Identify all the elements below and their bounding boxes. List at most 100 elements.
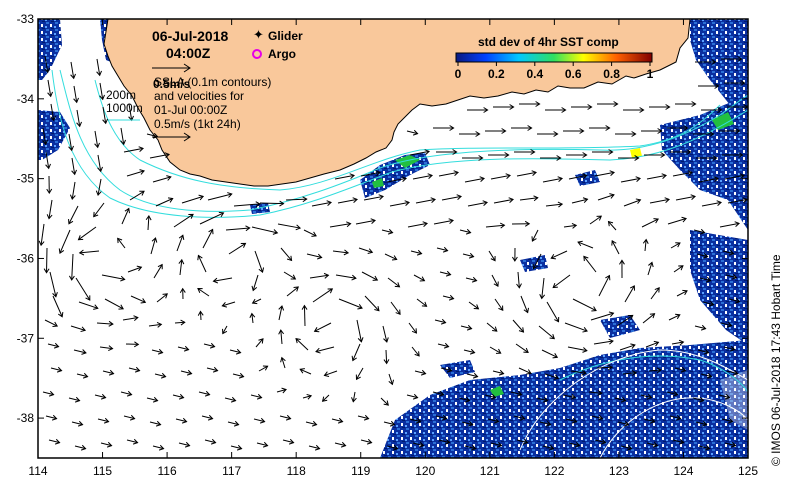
- velocity-vector: [198, 391, 210, 396]
- velocity-vector-head: [522, 438, 529, 445]
- velocity-vector: [484, 394, 496, 399]
- velocity-vector: [676, 290, 688, 297]
- x-tick-label: 119: [351, 464, 370, 478]
- velocity-vector-head: [600, 438, 607, 445]
- glider-label: Glider: [268, 29, 303, 43]
- velocity-vector: [650, 287, 660, 300]
- y-tick-label: -36: [17, 251, 35, 265]
- velocity-vector-head: [742, 197, 748, 203]
- velocity-vector: [68, 397, 80, 402]
- velocity-vector-head: [288, 438, 295, 445]
- velocity-vector-head: [68, 145, 74, 152]
- colorbar-tick-label: 0.2: [488, 67, 505, 81]
- velocity-vector-head: [140, 298, 147, 304]
- velocity-vector: [594, 171, 615, 177]
- velocity-vector-head: [314, 444, 321, 451]
- velocity-vector-head: [732, 369, 739, 376]
- velocity-vector-head: [631, 370, 637, 376]
- velocity-vector: [48, 199, 53, 219]
- velocity-vector: [640, 394, 652, 399]
- velocity-vector: [94, 394, 106, 399]
- velocity-vector-head: [548, 444, 555, 451]
- velocity-vector-head: [401, 176, 407, 182]
- velocity-vector: [647, 262, 653, 276]
- velocity-vector-head: [157, 348, 164, 355]
- velocity-vector-head: [301, 304, 308, 310]
- velocity-vector-head: [704, 444, 711, 451]
- velocity-vector: [42, 127, 47, 145]
- velocity-vector: [126, 439, 138, 444]
- velocity-vector: [178, 442, 190, 447]
- velocity-vector-head: [272, 229, 279, 235]
- velocity-vector: [726, 370, 738, 375]
- velocity-vector: [129, 190, 145, 201]
- velocity-vector-head: [327, 288, 334, 294]
- velocity-vector-head: [299, 368, 305, 374]
- velocity-vector: [303, 229, 317, 237]
- velocity-vector-head: [100, 393, 107, 400]
- velocity-vector-head: [422, 221, 428, 227]
- velocity-vector: [224, 397, 236, 402]
- velocity-vector: [97, 178, 102, 196]
- velocity-vector: [568, 442, 580, 447]
- velocity-vector: [358, 247, 373, 253]
- velocity-vector-head: [728, 249, 735, 256]
- velocity-vector: [568, 174, 587, 180]
- velocity-vector: [588, 391, 602, 394]
- velocity-vector-head: [501, 128, 507, 134]
- velocity-vector-head: [99, 94, 105, 101]
- velocity-vector-head: [108, 369, 115, 376]
- velocity-vector-head: [391, 255, 398, 261]
- velocity-vector-head: [93, 211, 99, 218]
- velocity-vector-head: [238, 372, 245, 379]
- velocity-vector-head: [639, 107, 645, 113]
- velocity-vector: [303, 305, 306, 327]
- velocity-vector: [565, 418, 577, 423]
- x-tick-label: 118: [287, 464, 306, 478]
- velocity-vector: [620, 177, 641, 183]
- velocity-vector-head: [449, 125, 455, 131]
- colorbar-tick-label: 0.4: [526, 67, 543, 81]
- velocity-vector-head: [44, 67, 50, 74]
- velocity-vector-head: [235, 348, 242, 355]
- velocity-vector: [552, 274, 571, 288]
- velocity-vector-head: [570, 393, 577, 400]
- velocity-vector: [68, 133, 73, 151]
- velocity-vector: [277, 223, 301, 229]
- velocity-vector-head: [81, 349, 87, 355]
- velocity-vector: [356, 319, 362, 342]
- velocity-vector: [409, 418, 421, 423]
- velocity-vector-head: [126, 390, 133, 397]
- velocity-vector: [644, 239, 647, 252]
- velocity-vector: [722, 250, 734, 255]
- velocity-vector-head: [164, 152, 170, 158]
- velocity-vector-head: [516, 283, 522, 289]
- velocity-vector: [544, 373, 559, 379]
- velocity-vector-head: [188, 213, 194, 219]
- velocity-vector-head: [52, 321, 59, 328]
- velocity-vector: [667, 218, 687, 225]
- velocity-vector-head: [415, 417, 422, 424]
- velocity-vector-head: [416, 249, 423, 256]
- velocity-vector: [546, 301, 559, 322]
- velocity-vector-head: [378, 194, 384, 200]
- velocity-vector: [181, 195, 204, 204]
- velocity-vector: [225, 227, 250, 231]
- velocity-vector-head: [414, 351, 420, 357]
- x-tick-label: 116: [158, 464, 177, 478]
- velocity-vector: [352, 343, 361, 361]
- velocity-vector-head: [519, 414, 526, 421]
- velocity-vector-head: [73, 97, 79, 104]
- colorbar-gradient: [455, 52, 653, 63]
- velocity-vector-head: [608, 149, 614, 155]
- velocity-vector-head: [664, 197, 670, 203]
- velocity-vector: [71, 421, 83, 426]
- velocity-vector: [485, 224, 505, 228]
- velocity-vector: [117, 238, 126, 249]
- x-axis: 114 115 116 117 118 119 120 121 122 123 124 125: [28, 19, 758, 478]
- velocity-vector-head: [210, 438, 217, 445]
- velocity-vector: [594, 439, 606, 444]
- velocity-vector: [720, 322, 732, 327]
- velocity-vector: [460, 325, 472, 330]
- velocity-vector-head: [57, 311, 64, 318]
